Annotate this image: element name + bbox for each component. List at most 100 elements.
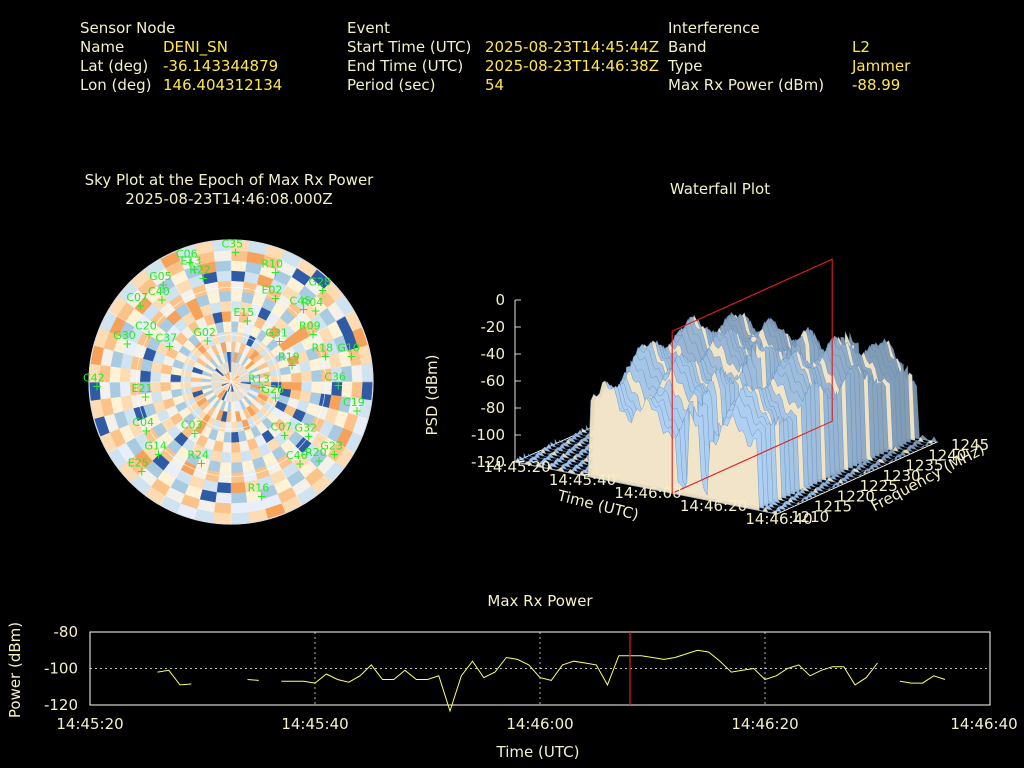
skyplot-azimuth-line [107, 381, 232, 454]
satellite-marker: + [157, 293, 167, 307]
satellite-label: C42 [83, 372, 105, 385]
name-label: Name [80, 38, 125, 56]
satellite-marker: + [141, 424, 151, 438]
maxrx-line-segment [247, 679, 259, 681]
interference-title: Interference [668, 19, 760, 37]
waterfall-z-tick-label: -40 [481, 345, 506, 363]
skyplot-azimuth-line [159, 381, 232, 506]
satellite-label: R16 [248, 481, 270, 494]
satellite-label: R19 [278, 351, 300, 364]
waterfall-x-tick-label: 14:46:20 [680, 497, 747, 515]
type-label: Type [668, 57, 703, 75]
waterfall-labels: 0-20-40-60-80-100-12014:45:2014:45:4014:… [471, 291, 989, 528]
waterfall-x-tick-label: 14:46:40 [745, 510, 812, 528]
maxrx-x-tick-label: 14:45:40 [281, 715, 348, 733]
satellite-marker: + [196, 457, 206, 471]
satellite-label: C46 [286, 449, 308, 462]
period-value: 54 [485, 76, 505, 94]
satellite-marker: + [299, 302, 309, 316]
satellite-label: G10 [337, 341, 360, 354]
satellite-label: C35 [222, 238, 244, 251]
skyplot-azimuth-line [230, 310, 355, 383]
waterfall-z-tick-label: -20 [481, 318, 506, 336]
end-time-value: 2025-08-23T14:46:38Z [485, 57, 659, 75]
satellite-label: C07 [126, 291, 148, 304]
skyplot-azimuth-line [159, 258, 232, 383]
skyplot-heatmap [89, 240, 373, 524]
satellite-label: R18 [311, 342, 333, 355]
satellite-marker: + [242, 314, 252, 328]
satellite-label: R24 [187, 449, 209, 462]
lon-label: Lon (deg) [80, 76, 152, 94]
waterfall-y-tick-label: 1240 [928, 446, 966, 464]
satellite-label: C20 [135, 320, 157, 333]
satellite-label: G14 [144, 440, 167, 453]
satellite-marker: + [141, 390, 151, 404]
waterfall-z-tick-label: -120 [471, 453, 505, 471]
satellite-marker: + [270, 291, 280, 305]
satellite-marker: + [92, 380, 102, 394]
max-rx-value: -88.99 [852, 76, 901, 94]
satellite-label: G31 [265, 326, 288, 339]
satellite-label: G30 [113, 329, 136, 342]
satellite-marker: + [257, 489, 267, 503]
satellite-marker: + [287, 359, 297, 373]
lat-label: Lat (deg) [80, 57, 149, 75]
maxrx-title: Max Rx Power [487, 592, 593, 610]
lon-value: 146.404312134 [163, 76, 283, 94]
satellite-marker: + [135, 299, 145, 313]
satellite-label: E21 [132, 382, 153, 395]
satellite-marker: + [165, 340, 175, 354]
skyplot-heat-cell [89, 381, 101, 401]
maxrx-series [157, 632, 946, 713]
satellite-label: G26 [261, 383, 284, 396]
skyplot-grid [88, 239, 374, 525]
satellite-label: R22 [189, 263, 211, 276]
satellite-label: R10 [261, 257, 283, 270]
max-rx-label: Max Rx Power (dBm) [668, 76, 825, 94]
satellite-marker: + [320, 350, 330, 364]
satellite-marker: + [189, 262, 199, 276]
satellite-label: G05 [149, 270, 172, 283]
satellite-marker: + [317, 284, 327, 298]
maxrx-grid [89, 631, 991, 706]
skyplot-azimuth-line [230, 381, 303, 506]
waterfall-y-tick-label: 1210 [791, 508, 829, 526]
type-value: Jammer [852, 57, 911, 75]
skyplot-azimuth-line [230, 381, 355, 454]
satellite-label: C19 [343, 396, 365, 409]
waterfall-y-tick-label: 1220 [837, 487, 875, 505]
satellite-label: R20 [305, 446, 327, 459]
skyplot-satellites: +C35+C06+G05+C40+C07+R22+E13+R10+G28+E02… [83, 238, 365, 504]
satellite-marker: + [153, 448, 163, 462]
satellite-marker: + [158, 278, 168, 292]
start-time-value: 2025-08-23T14:45:44Z [485, 38, 659, 56]
satellite-label: C40 [148, 285, 170, 298]
satellite-label: G28 [308, 276, 331, 289]
waterfall-z-tick-label: -80 [481, 399, 506, 417]
maxrx-x-tick-label: 14:46:00 [506, 715, 573, 733]
waterfall-y-tick-label: 1230 [882, 467, 920, 485]
maxrx-line-segment [157, 669, 192, 686]
satellite-label: G32 [295, 421, 318, 434]
event-title: Event [347, 19, 390, 37]
satellite-marker: + [231, 246, 241, 260]
waterfall-title: Waterfall Plot [669, 180, 771, 198]
satellite-label: G02 [193, 326, 216, 339]
waterfall-z-tick-label: -60 [481, 372, 506, 390]
satellite-marker: + [137, 464, 147, 478]
satellite-marker: + [308, 328, 318, 342]
satellite-marker: + [280, 429, 290, 443]
satellite-marker: + [333, 379, 343, 393]
satellite-label: C06 [176, 248, 198, 261]
waterfall-marker-frame [671, 258, 833, 495]
sensor-node-title: Sensor Node [80, 19, 176, 37]
satellite-label: R04 [302, 296, 324, 309]
waterfall-y-tick-label: 1225 [860, 477, 898, 495]
satellite-label: E13 [180, 254, 201, 267]
start-time-label: Start Time (UTC) [347, 38, 472, 56]
skyplot-heat-cell [230, 512, 250, 524]
waterfall-y-tick-label: 1215 [814, 498, 852, 516]
